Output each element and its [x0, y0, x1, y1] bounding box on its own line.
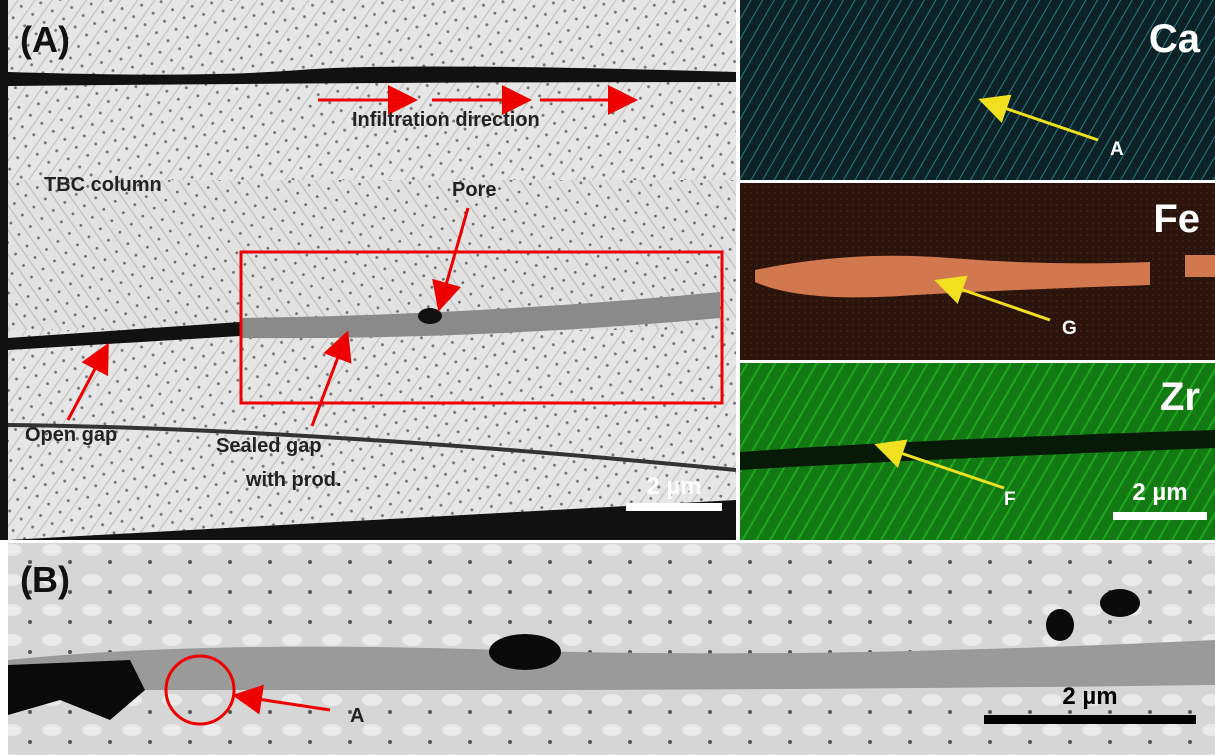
ca-map — [740, 0, 1215, 180]
element-label: Zr — [1160, 375, 1200, 419]
panel-label: (B) — [20, 559, 70, 600]
scale-bar-label: 2 µm — [1062, 683, 1117, 710]
marker-label: A — [350, 705, 364, 727]
annotation: TBC column — [44, 174, 162, 196]
element-label: Ca — [1149, 17, 1201, 61]
sem-image — [0, 0, 736, 540]
annotation: Open gap — [25, 424, 117, 446]
panel-label: (A) — [20, 19, 70, 60]
annotation: with prod. — [245, 469, 342, 491]
annotation: Pore — [452, 179, 496, 201]
scale-bar-label: 2 µm — [646, 473, 701, 500]
scale-bar-label: 2 µm — [1132, 479, 1187, 506]
annotation: Infiltration direction — [352, 109, 540, 131]
marker-label: F — [1004, 489, 1016, 510]
marker-label: G — [1062, 318, 1077, 339]
element-label: Fe — [1153, 197, 1200, 241]
figure: (A) Infiltration direction TBC column Po… — [0, 0, 1215, 755]
marker-label: A — [1110, 139, 1124, 160]
annotation: Sealed gap — [216, 435, 322, 457]
